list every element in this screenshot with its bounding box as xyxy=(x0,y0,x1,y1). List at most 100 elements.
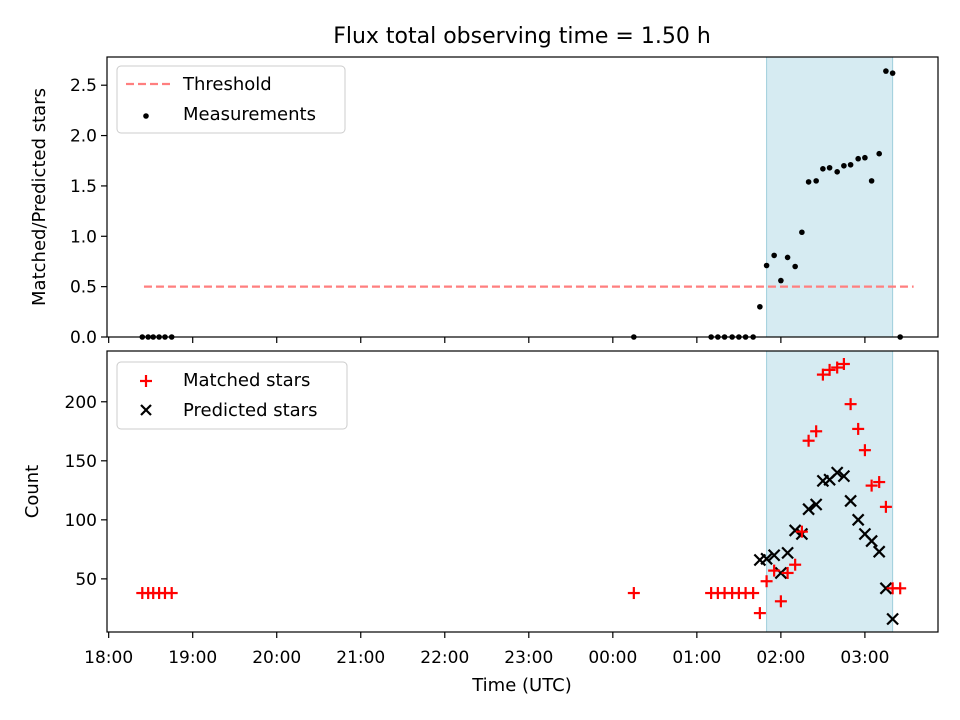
matched-points xyxy=(136,357,907,620)
measurement-point xyxy=(841,162,847,169)
y-tick-label: 150 xyxy=(65,452,97,472)
predicted-point xyxy=(767,548,781,562)
bottom-y-label: Count xyxy=(22,465,43,518)
matched-point xyxy=(781,566,794,579)
x-tick-label: 00:00 xyxy=(588,648,637,668)
measurement-point xyxy=(778,277,784,284)
matched-point xyxy=(816,368,829,381)
measurement-point xyxy=(813,178,819,184)
chart-title: Flux total observing time = 1.50 h xyxy=(333,24,711,49)
x-tick-label: 01:00 xyxy=(672,648,721,668)
top-x-ticks xyxy=(108,337,866,343)
bottom-shaded-region xyxy=(766,350,894,633)
measurement-point xyxy=(784,254,791,261)
legend-threshold-label: Threshold xyxy=(182,74,272,95)
y-tick-label: 1.0 xyxy=(70,227,97,247)
matched-point xyxy=(760,575,773,588)
predicted-points xyxy=(753,466,899,626)
predicted-point xyxy=(788,524,802,537)
y-tick-label: 50 xyxy=(75,570,97,590)
measurement-point xyxy=(826,164,833,171)
x-tick-label: 19:00 xyxy=(168,648,217,668)
predicted-point xyxy=(879,582,893,595)
top-panel: 0.0 0.5 1.0 1.5 2.0 2.5 Matched/Predicted sta… xyxy=(29,56,939,348)
matched-point xyxy=(774,595,787,608)
top-legend: Threshold Measurements xyxy=(116,65,346,134)
legend-matched-swatch xyxy=(140,375,152,387)
x-tick-label: 21:00 xyxy=(336,648,385,668)
matched-point xyxy=(823,363,836,376)
measurement-point xyxy=(757,303,763,310)
matched-point xyxy=(789,558,802,571)
matched-point xyxy=(810,425,823,438)
top-y-ticks: 0.0 0.5 1.0 1.5 2.0 2.5 xyxy=(70,76,107,348)
measurement-point xyxy=(889,70,896,76)
matched-point xyxy=(831,361,844,374)
matched-point xyxy=(858,444,871,457)
x-axis-label: Time (UTC) xyxy=(471,675,572,696)
predicted-point xyxy=(774,566,788,580)
predicted-point xyxy=(837,469,851,483)
measurement-point xyxy=(876,150,882,157)
y-tick-label: 2.5 xyxy=(70,76,97,96)
matched-point xyxy=(894,582,907,595)
bottom-panel: 50 100 150 200 18:00 19:00 20:00 21:00 22:00 23:… xyxy=(22,350,939,696)
legend-matched-label: Matched stars xyxy=(183,370,310,391)
predicted-point xyxy=(809,498,823,511)
measurement-point xyxy=(820,165,826,172)
top-y-label: Matched/Predicted stars xyxy=(29,88,50,306)
predicted-point xyxy=(886,612,899,626)
legend-measurements-label: Measurements xyxy=(183,104,316,125)
predicted-point xyxy=(802,502,815,516)
predicted-point xyxy=(830,466,844,479)
legend-predicted-label: Predicted stars xyxy=(183,400,317,421)
matched-point xyxy=(837,357,850,370)
x-tick-label: 18:00 xyxy=(84,648,133,668)
matched-point xyxy=(873,476,886,489)
matched-point xyxy=(879,500,892,513)
matched-point xyxy=(844,398,857,411)
measurement-point xyxy=(868,178,875,184)
measurement-point xyxy=(834,169,840,175)
matched-point xyxy=(865,479,878,492)
y-tick-label: 200 xyxy=(65,393,97,413)
y-tick-label: 2.0 xyxy=(70,127,97,147)
predicted-point xyxy=(851,513,865,527)
predicted-point xyxy=(760,552,773,566)
measurement-point xyxy=(883,68,889,74)
matched-point xyxy=(165,587,178,600)
x-tick-label: 03:00 xyxy=(840,648,889,668)
top-axes-frame xyxy=(106,56,939,338)
measurement-point xyxy=(792,263,798,270)
matched-point xyxy=(852,422,865,435)
bottom-axes-frame xyxy=(106,350,939,633)
bottom-x-ticks: 18:00 19:00 20:00 21:00 22:00 23:00 00:00 01:00… xyxy=(84,632,889,668)
x-tick-label: 02:00 xyxy=(756,648,805,668)
matched-point xyxy=(753,607,766,620)
x-tick-label: 20:00 xyxy=(252,648,301,668)
measurement-point xyxy=(862,154,868,161)
legend-predicted-swatch xyxy=(140,404,152,416)
matched-point xyxy=(768,564,781,577)
measurement-point xyxy=(855,155,861,162)
y-tick-label: 0.0 xyxy=(70,328,97,348)
x-tick-label: 23:00 xyxy=(504,648,553,668)
bottom-y-ticks: 50 100 150 200 xyxy=(65,393,107,590)
measurement-point xyxy=(847,161,854,168)
matched-point xyxy=(802,434,815,447)
bottom-legend: Matched stars Predicted stars xyxy=(116,361,348,430)
legend-measurements-swatch xyxy=(143,113,149,119)
y-tick-label: 0.5 xyxy=(70,278,97,298)
matched-point xyxy=(747,587,760,600)
top-shaded-region xyxy=(766,56,894,338)
predicted-point xyxy=(872,545,886,558)
measurement-point xyxy=(771,252,777,259)
predicted-point xyxy=(865,534,878,548)
matched-point xyxy=(795,525,808,538)
y-tick-label: 1.5 xyxy=(70,177,97,197)
x-tick-label: 22:00 xyxy=(420,648,469,668)
y-tick-label: 100 xyxy=(65,511,97,531)
measurement-point xyxy=(763,262,770,269)
predicted-point xyxy=(781,546,794,560)
